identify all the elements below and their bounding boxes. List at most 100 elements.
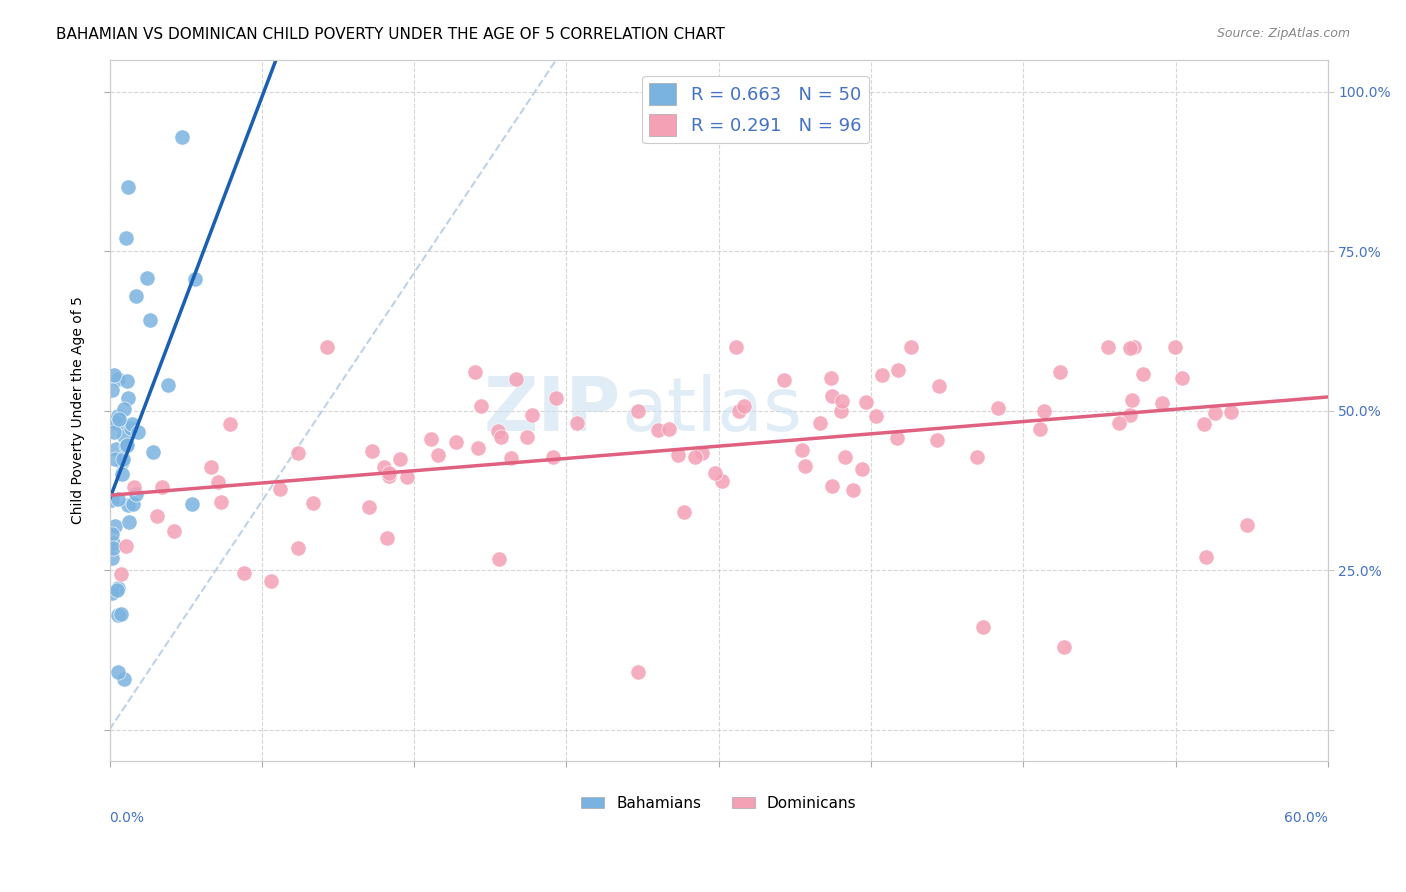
Point bbox=[207, 475, 229, 489]
Legend: Bahamians, Dominicans: Bahamians, Dominicans bbox=[575, 789, 863, 817]
Point bbox=[1204, 406, 1226, 420]
Point bbox=[692, 446, 714, 460]
Point bbox=[966, 450, 988, 464]
Point bbox=[103, 416, 125, 430]
Point bbox=[1121, 393, 1143, 408]
Point bbox=[486, 425, 509, 439]
Point bbox=[444, 434, 467, 449]
Point bbox=[925, 434, 948, 448]
Point bbox=[105, 583, 128, 598]
Text: 0.0%: 0.0% bbox=[110, 811, 145, 824]
Point bbox=[870, 368, 893, 383]
Point bbox=[107, 665, 129, 679]
Point bbox=[626, 403, 648, 417]
Point bbox=[821, 389, 844, 403]
Point bbox=[112, 401, 135, 416]
Point bbox=[107, 491, 129, 506]
Point bbox=[359, 500, 381, 514]
Point bbox=[673, 504, 696, 518]
Point bbox=[100, 527, 122, 541]
Point bbox=[419, 432, 441, 446]
Point bbox=[887, 363, 910, 377]
Point bbox=[1219, 405, 1241, 419]
Point bbox=[389, 452, 412, 467]
Point bbox=[794, 458, 817, 473]
Point bbox=[117, 391, 139, 405]
Point bbox=[820, 370, 842, 384]
Point bbox=[302, 496, 325, 510]
Point bbox=[821, 479, 844, 493]
Point bbox=[117, 437, 139, 451]
Point bbox=[117, 498, 139, 512]
Point bbox=[378, 468, 401, 483]
Text: Source: ZipAtlas.com: Source: ZipAtlas.com bbox=[1216, 27, 1350, 40]
Text: atlas: atlas bbox=[621, 374, 803, 447]
Point bbox=[121, 497, 143, 511]
Text: BAHAMIAN VS DOMINICAN CHILD POVERTY UNDER THE AGE OF 5 CORRELATION CHART: BAHAMIAN VS DOMINICAN CHILD POVERTY UNDE… bbox=[56, 27, 725, 42]
Point bbox=[1053, 640, 1076, 654]
Point bbox=[464, 365, 486, 379]
Point bbox=[1032, 403, 1054, 417]
Point bbox=[516, 429, 538, 443]
Point bbox=[1164, 340, 1187, 354]
Point bbox=[1108, 416, 1130, 430]
Point bbox=[1123, 340, 1146, 354]
Point bbox=[1119, 408, 1142, 422]
Point bbox=[1119, 341, 1142, 355]
Point bbox=[146, 508, 169, 523]
Point bbox=[842, 483, 865, 497]
Point bbox=[170, 129, 193, 144]
Point bbox=[1236, 518, 1258, 533]
Point bbox=[117, 180, 139, 194]
Point bbox=[104, 519, 127, 533]
Point bbox=[683, 450, 706, 464]
Point bbox=[886, 431, 908, 445]
Point bbox=[180, 497, 202, 511]
Point bbox=[107, 371, 129, 385]
Point bbox=[269, 482, 291, 496]
Point bbox=[900, 340, 922, 354]
Point bbox=[565, 417, 588, 431]
Point bbox=[115, 439, 138, 453]
Point bbox=[260, 574, 283, 589]
Point bbox=[125, 288, 148, 302]
Point bbox=[115, 539, 138, 553]
Point bbox=[626, 665, 648, 679]
Point bbox=[100, 383, 122, 397]
Point bbox=[1132, 368, 1154, 382]
Point bbox=[120, 420, 142, 434]
Point bbox=[184, 271, 207, 285]
Point bbox=[287, 446, 309, 460]
Point bbox=[467, 441, 489, 455]
Point bbox=[375, 532, 398, 546]
Point bbox=[865, 409, 887, 424]
Point bbox=[142, 444, 165, 458]
Point bbox=[111, 467, 134, 482]
Point bbox=[111, 454, 134, 468]
Point bbox=[125, 487, 148, 501]
Point bbox=[808, 417, 831, 431]
Point bbox=[209, 495, 232, 509]
Point bbox=[505, 371, 527, 385]
Point bbox=[1150, 395, 1173, 409]
Point bbox=[114, 231, 136, 245]
Point bbox=[710, 474, 733, 488]
Point bbox=[541, 450, 564, 465]
Point bbox=[987, 401, 1010, 415]
Y-axis label: Child Poverty Under the Age of 5: Child Poverty Under the Age of 5 bbox=[72, 296, 86, 524]
Point bbox=[121, 417, 143, 432]
Point bbox=[1171, 371, 1194, 385]
Point bbox=[851, 462, 873, 476]
Point bbox=[139, 312, 162, 326]
Point bbox=[112, 672, 135, 686]
Point bbox=[104, 442, 127, 456]
Point bbox=[127, 425, 149, 439]
Point bbox=[426, 448, 449, 462]
Point bbox=[287, 541, 309, 555]
Point bbox=[103, 425, 125, 439]
Point bbox=[378, 466, 401, 480]
Point bbox=[834, 450, 856, 465]
Point bbox=[112, 429, 135, 443]
Point bbox=[103, 536, 125, 550]
Point bbox=[100, 493, 122, 508]
